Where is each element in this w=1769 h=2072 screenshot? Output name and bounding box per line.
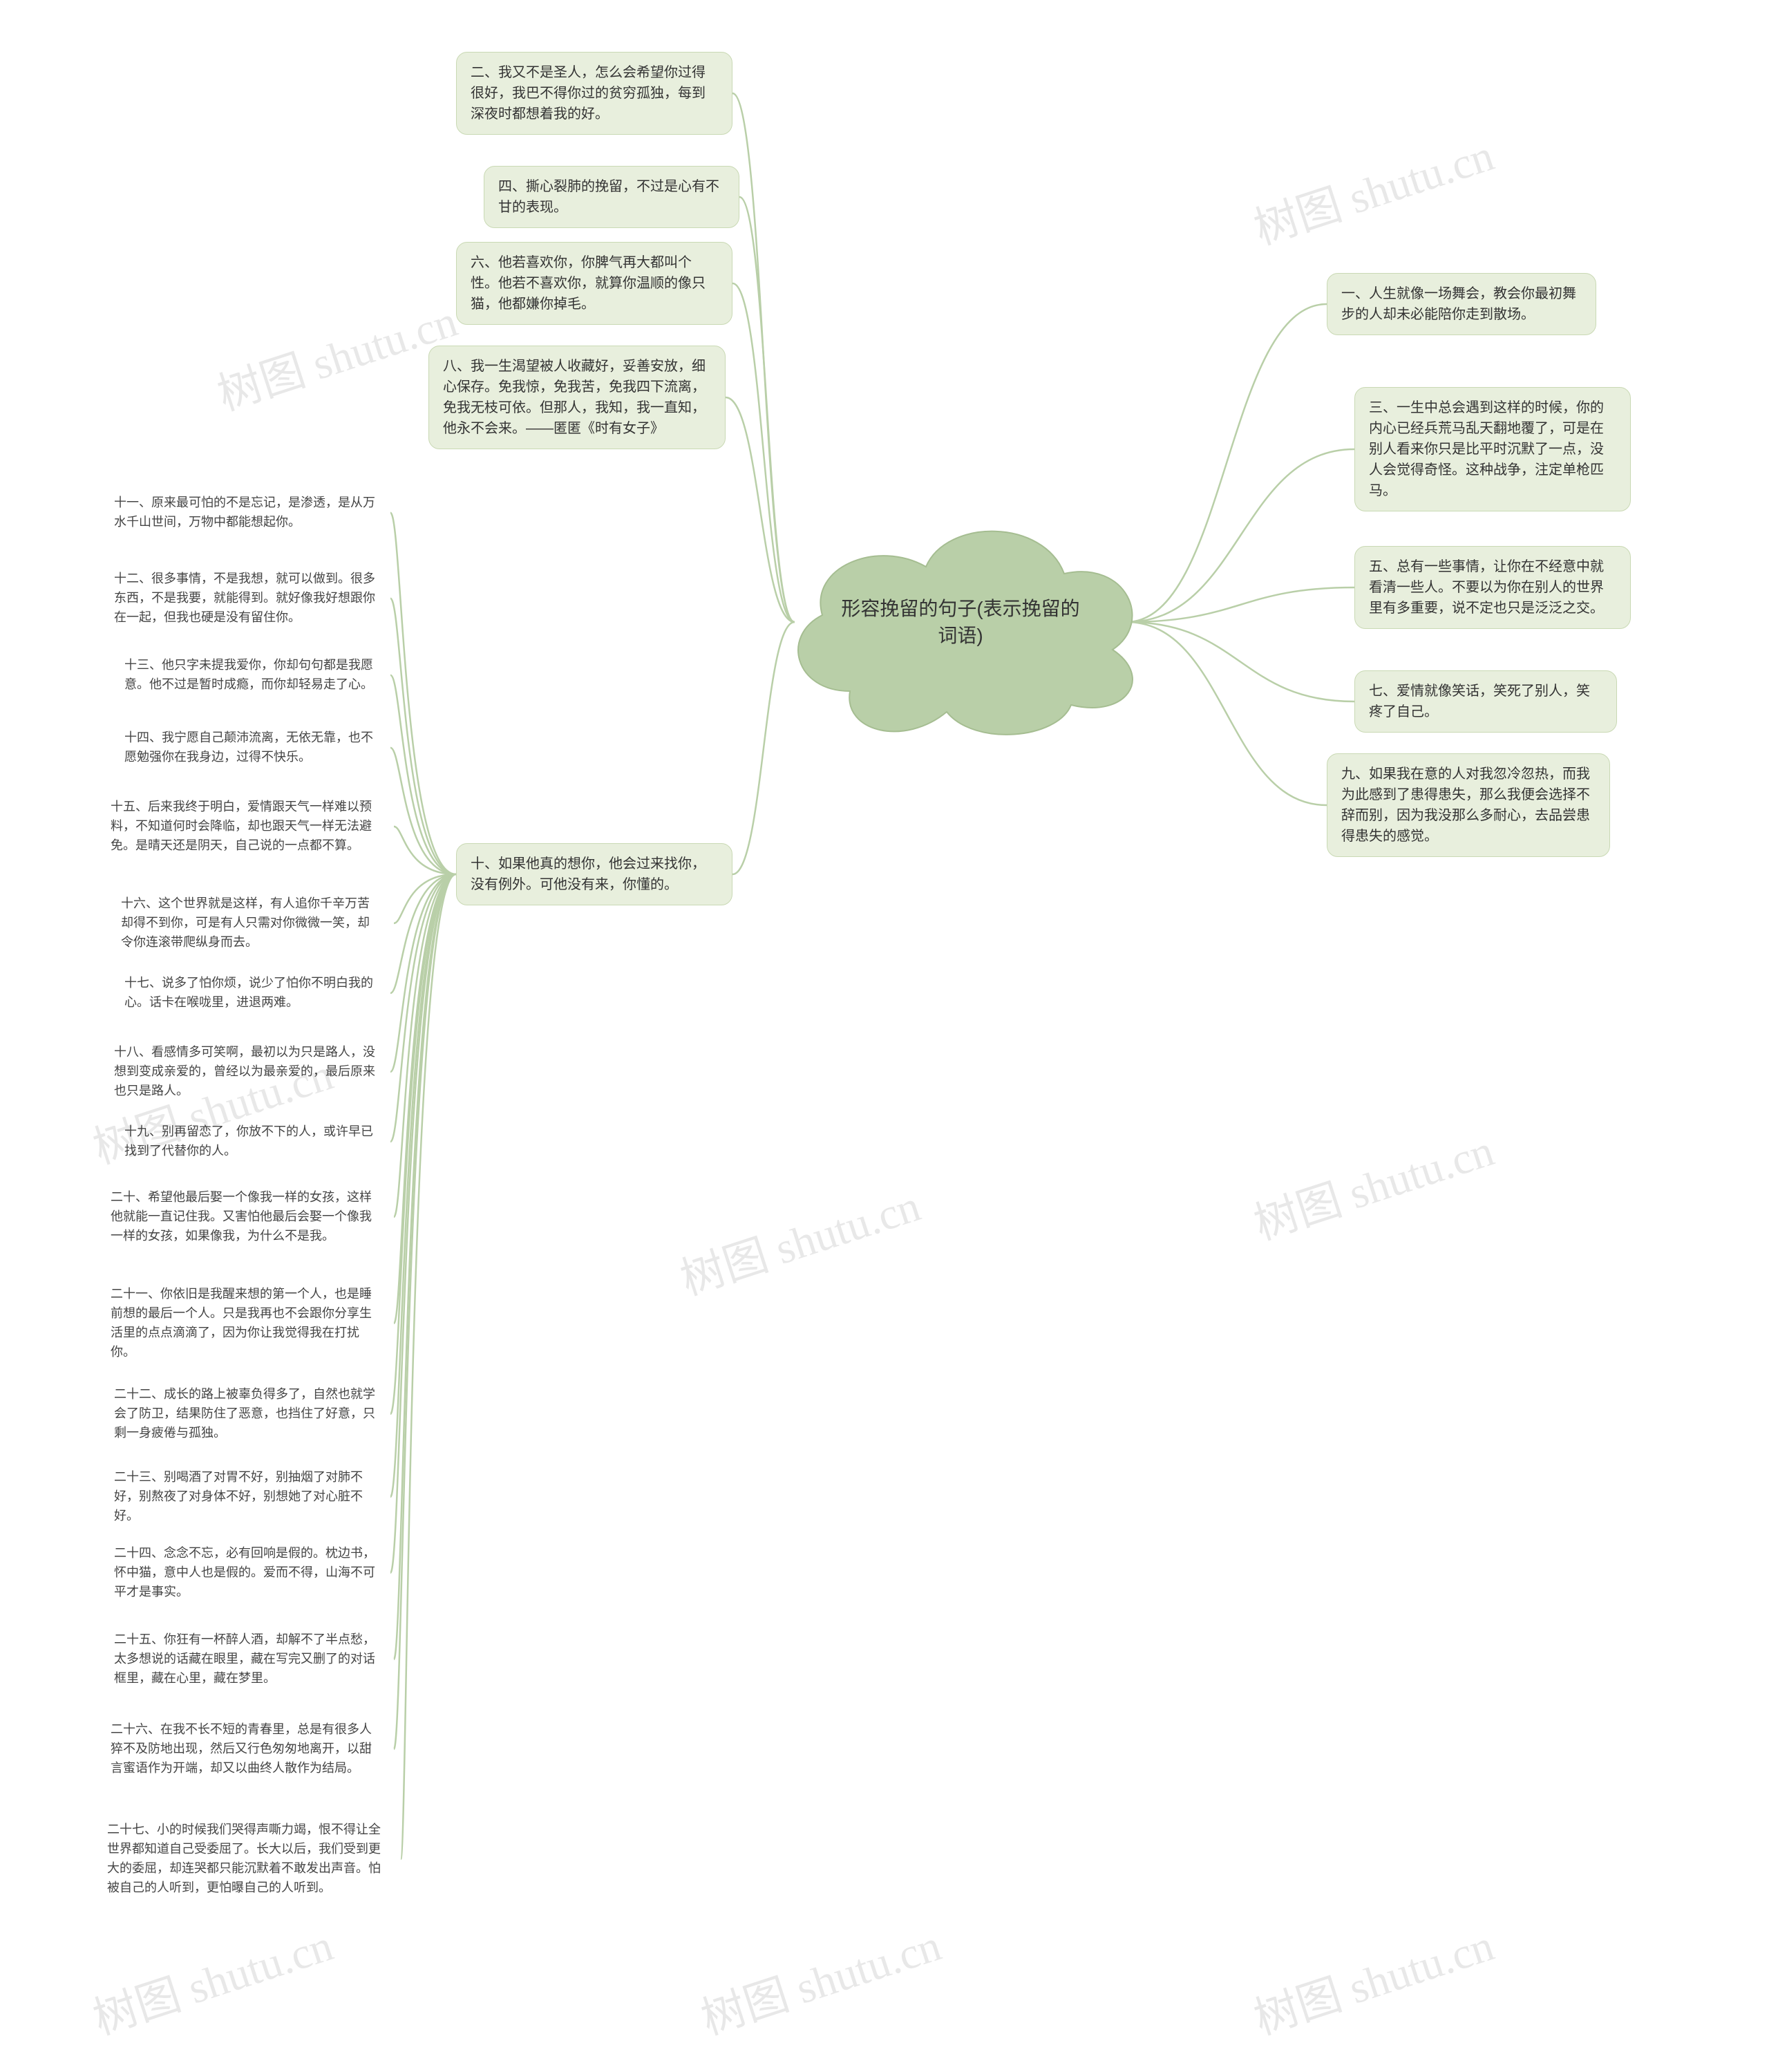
mindmap-node: 五、总有一些事情，让你在不经意中就看清一些人。不要以为你在别人的世界里有多重要，… bbox=[1354, 546, 1631, 629]
mindmap-node: 二十五、你狂有一杯醉人酒，却解不了半点愁，太多想说的话藏在眼里，藏在写完又删了的… bbox=[100, 1621, 394, 1698]
mindmap-node: 六、他若喜欢你，你脾气再大都叫个性。他若不喜欢你，就算你温顺的像只猫，他都嫌你掉… bbox=[456, 242, 732, 325]
mindmap-node: 十八、看感情多可笑啊，最初以为只是路人，没想到变成亲爱的，曾经以为最亲爱的，最后… bbox=[100, 1033, 390, 1111]
mindmap-node: 八、我一生渴望被人收藏好，妥善安放，细心保存。免我惊，免我苦，免我四下流离，免我… bbox=[428, 346, 726, 449]
mindmap-node: 三、一生中总会遇到这样的时候，你的内心已经兵荒马乱天翻地覆了，可是在别人看来你只… bbox=[1354, 387, 1631, 511]
mindmap-node: 十三、他只字未提我爱你，你却句句都是我愿意。他不过是暂时成瘾，而你却轻易走了心。 bbox=[111, 646, 390, 704]
mindmap-node: 二、我又不是圣人，怎么会希望你过得很好，我巴不得你过的贫穷孤独，每到深夜时都想着… bbox=[456, 52, 732, 135]
center-topic-label: 形容挽留的句子(表示挽留的词语) bbox=[836, 595, 1085, 649]
center-topic: 形容挽留的句子(表示挽留的词语) bbox=[767, 498, 1154, 746]
mindmap-node: 二十七、小的时候我们哭得声嘶力竭，恨不得让全世界都知道自己受委屈了。长大以后，我… bbox=[93, 1811, 401, 1908]
mindmap-node: 二十一、你依旧是我醒来想的第一个人，也是睡前想的最后一个人。只是我再也不会跟你分… bbox=[97, 1275, 394, 1372]
mindmap-node: 十、如果他真的想你，他会过来找你，没有例外。可他没有来，你懂的。 bbox=[456, 843, 732, 905]
mindmap-node: 二十三、别喝酒了对胃不好，别抽烟了对肺不好，别熬夜了对身体不好，别想她了对心脏不… bbox=[100, 1458, 390, 1536]
mindmap-node: 二十六、在我不长不短的青春里，总是有很多人猝不及防地出现，然后又行色匆匆地离开，… bbox=[97, 1711, 394, 1788]
mindmap-node: 十九、别再留恋了，你放不下的人，或许早已找到了代替你的人。 bbox=[111, 1113, 390, 1171]
mindmap-node: 七、爱情就像笑话，笑死了别人，笑疼了自己。 bbox=[1354, 670, 1617, 733]
mindmap-node: 二十、希望他最后娶一个像我一样的女孩，这样他就能一直记住我。又害怕他最后会娶一个… bbox=[97, 1178, 394, 1256]
mindmap-node: 十四、我宁愿自己颠沛流离，无依无靠，也不愿勉强你在我身边，过得不快乐。 bbox=[111, 719, 390, 777]
mindmap-node: 十五、后来我终于明白，爱情跟天气一样难以预料，不知道何时会降临，却也跟天气一样无… bbox=[97, 788, 394, 865]
mindmap-node: 十七、说多了怕你烦，说少了怕你不明白我的心。话卡在喉咙里，进退两难。 bbox=[111, 964, 390, 1022]
mindmap-node: 二十四、念念不忘，必有回响是假的。枕边书，怀中猫，意中人也是假的。爱而不得，山海… bbox=[100, 1534, 390, 1612]
mindmap-node: 十二、很多事情，不是我想，就可以做到。很多东西，不是我要，就能得到。就好像我好想… bbox=[100, 560, 390, 637]
mindmap-node: 十六、这个世界就是这样，有人追你千辛万苦却得不到你，可是有人只需对你微微一笑，却… bbox=[107, 885, 394, 962]
mindmap-node: 二十二、成长的路上被辜负得多了，自然也就学会了防卫，结果防住了恶意，也挡住了好意… bbox=[100, 1375, 390, 1453]
mindmap-node: 四、撕心裂肺的挽留，不过是心有不甘的表现。 bbox=[484, 166, 739, 228]
mindmap-node: 九、如果我在意的人对我忽冷忽热，而我为此感到了患得患失，那么我便会选择不辞而别，… bbox=[1327, 753, 1610, 857]
mindmap-node: 十一、原来最可怕的不是忘记，是渗透，是从万水千山世间，万物中都能想起你。 bbox=[100, 484, 390, 542]
mindmap-node: 一、人生就像一场舞会，教会你最初舞步的人却未必能陪你走到散场。 bbox=[1327, 273, 1596, 335]
mindmap-canvas: 形容挽留的句子(表示挽留的词语) 一、人生就像一场舞会，教会你最初舞步的人却未必… bbox=[0, 0, 1769, 2072]
